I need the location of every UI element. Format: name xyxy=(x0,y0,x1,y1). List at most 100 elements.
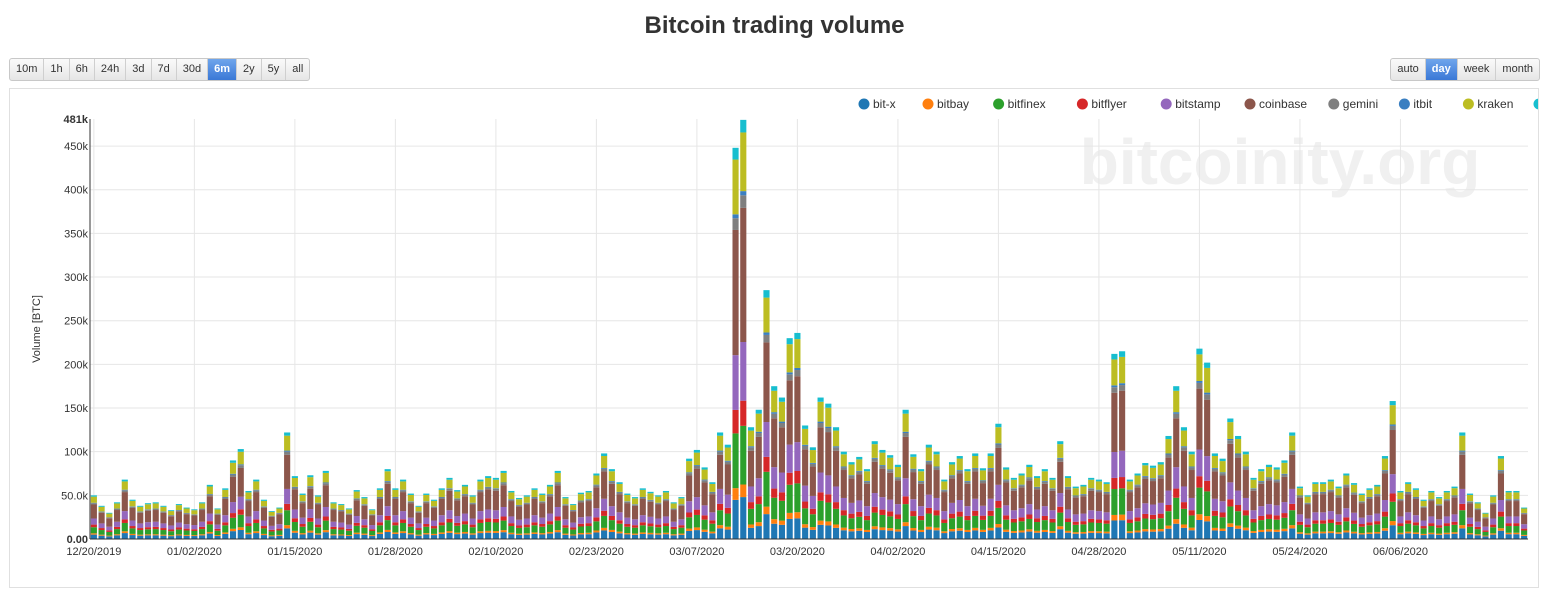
legend-marker-others xyxy=(1533,98,1538,110)
bar-segment-gemini xyxy=(832,447,840,451)
bar-segment-bitfinex xyxy=(508,526,515,533)
bar-segment-kraken xyxy=(1258,471,1265,482)
bar-segment-bitstamp xyxy=(1018,508,1025,518)
bar-segment-bitflyer xyxy=(1428,523,1435,527)
bar-segment-coinbase xyxy=(415,512,422,524)
bar-segment-coinbase xyxy=(1273,482,1280,506)
bar-segment-bitstamp xyxy=(222,515,229,523)
bar-segment-bitstamp xyxy=(956,500,963,512)
bar-segment-bitflyer xyxy=(1134,517,1141,522)
bar-segment-itbit xyxy=(832,446,840,448)
bar-segment-coinbase xyxy=(1026,480,1033,505)
bar-segment-kraken xyxy=(972,455,979,468)
bar-segment-bitfinex xyxy=(1420,528,1427,534)
legend-marker-coinbase xyxy=(1244,98,1256,110)
bar-segment-coinbase xyxy=(1505,501,1512,517)
bar-segment-coinbase xyxy=(601,471,608,499)
bar-segment-bitbay xyxy=(1281,528,1288,532)
bar-segment-itbit xyxy=(778,421,786,424)
bar-segment-bitstamp xyxy=(454,516,461,523)
bar-segment-bitfinex xyxy=(113,529,121,535)
bar-segment-bitflyer xyxy=(392,522,399,526)
bar-segment-bitflyer xyxy=(1080,521,1087,525)
range-24h-button[interactable]: 24h xyxy=(95,59,127,80)
bar-segment-others xyxy=(1018,473,1025,476)
range-1h-button[interactable]: 1h xyxy=(44,59,70,80)
range-10m-button[interactable]: 10m xyxy=(10,59,45,80)
bar-segment-itbit xyxy=(1018,484,1025,486)
bar-segment-others xyxy=(732,147,739,160)
bar-segment-bitbay xyxy=(160,534,167,536)
bar-segment-bit-x xyxy=(1482,536,1489,539)
range-6h-button[interactable]: 6h xyxy=(70,59,95,80)
bar-segment-coinbase xyxy=(562,505,569,520)
bar-segment-bitfinex xyxy=(137,530,144,535)
bar-segment-bitfinex xyxy=(1003,519,1010,530)
bar-segment-kraken xyxy=(786,344,793,373)
bar-segment-gemini xyxy=(345,513,353,515)
aggregation-week-button[interactable]: week xyxy=(1458,59,1497,80)
bar-segment-bitflyer xyxy=(1381,511,1389,517)
bar-segment-bitbay xyxy=(809,527,816,530)
range-2y-button[interactable]: 2y xyxy=(237,59,262,80)
range-6m-button[interactable]: 6m xyxy=(208,59,238,80)
bar-segment-bitstamp xyxy=(1412,515,1419,523)
bar-segment-bitstamp xyxy=(315,518,322,525)
bar-segment-bitfinex xyxy=(1397,526,1404,533)
bar-segment-kraken xyxy=(1219,461,1226,473)
bar-segment-coinbase xyxy=(315,504,322,519)
bar-segment-bitfinex xyxy=(438,525,445,533)
aggregation-month-button[interactable]: month xyxy=(1502,63,1533,75)
bar-segment-coinbase xyxy=(1296,497,1303,515)
bar-segment-bitflyer xyxy=(1235,504,1242,512)
bar-segment-gemini xyxy=(113,508,121,511)
range-7d-button[interactable]: 7d xyxy=(152,59,177,80)
bar-segment-bitflyer xyxy=(546,521,554,525)
x-tick-label: 04/28/2020 xyxy=(1071,546,1126,558)
bar-segment-itbit xyxy=(809,462,816,464)
range-all-button[interactable]: all xyxy=(292,63,304,75)
bar-segment-bitbay xyxy=(1018,530,1025,533)
bar-segment-bitflyer xyxy=(964,515,971,521)
aggregation-day-button[interactable]: day xyxy=(1425,59,1458,80)
bar-segment-bitstamp xyxy=(516,519,523,526)
bar-segment-others xyxy=(763,290,770,298)
bar-segment-itbit xyxy=(1072,495,1079,497)
bar-segment-kraken xyxy=(461,486,469,495)
bar-segment-gemini xyxy=(1242,467,1249,471)
bar-segment-bitflyer xyxy=(1219,512,1226,518)
bar-segment-kraken xyxy=(863,471,871,482)
bar-segment-coinbase xyxy=(1428,501,1435,517)
aggregation-auto-button[interactable]: auto xyxy=(1391,59,1426,80)
bar-segment-bitfinex xyxy=(1196,487,1203,515)
bar-segment-bitstamp xyxy=(508,516,515,524)
range-30d-button[interactable]: 30d xyxy=(177,59,209,80)
bar-segment-coinbase xyxy=(477,492,484,512)
bar-segment-coinbase xyxy=(1436,505,1443,520)
bar-segment-gemini xyxy=(1250,488,1257,491)
bar-segment-bitstamp xyxy=(430,520,438,527)
bar-segment-gemini xyxy=(1412,497,1419,499)
bar-segment-bit-x xyxy=(531,533,538,539)
bar-segment-bitbay xyxy=(500,530,507,533)
bar-segment-bitflyer xyxy=(863,515,871,521)
range-5y-button[interactable]: 5y xyxy=(262,59,287,80)
bar-segment-coinbase xyxy=(662,501,670,517)
bar-segment-coinbase xyxy=(972,471,979,499)
bar-segment-itbit xyxy=(840,466,847,468)
bar-segment-gemini xyxy=(191,514,198,516)
bar-segment-bitbay xyxy=(477,531,484,534)
bar-segment-bitstamp xyxy=(1049,510,1056,519)
bar-segment-kraken xyxy=(832,430,840,447)
bar-segment-gemini xyxy=(670,508,677,511)
bar-segment-gemini xyxy=(98,511,105,513)
bar-segment-kraken xyxy=(1010,479,1017,489)
bar-segment-bitflyer xyxy=(338,527,345,530)
bar-segment-bitbay xyxy=(345,535,353,536)
bar-segment-bit-x xyxy=(469,534,476,539)
bar-segment-coinbase xyxy=(624,503,631,518)
range-3d-button[interactable]: 3d xyxy=(126,59,152,80)
bar-segment-bitstamp xyxy=(345,524,353,529)
bar-segment-bitstamp xyxy=(1482,526,1489,531)
bar-segment-others xyxy=(1142,463,1149,466)
